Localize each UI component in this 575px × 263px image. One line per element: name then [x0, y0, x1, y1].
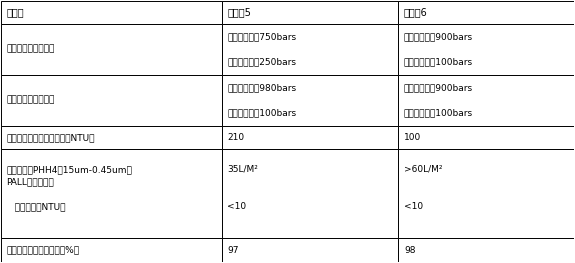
- Text: 一级阀压力：750bars

二级阀压力：250bars: 一级阀压力：750bars 二级阀压力：250bars: [227, 32, 296, 66]
- Bar: [398, 75, 574, 126]
- Bar: [398, 238, 574, 262]
- Bar: [221, 75, 398, 126]
- Text: 100: 100: [404, 133, 421, 142]
- Text: 一级阀压力：900bars

二级阀压力：100bars: 一级阀压力：900bars 二级阀压力：100bars: [404, 83, 473, 117]
- Bar: [1, 24, 221, 75]
- Bar: [221, 126, 398, 149]
- Bar: [221, 149, 398, 238]
- Text: 第二次细胞破碎压力: 第二次细胞破碎压力: [6, 96, 55, 105]
- Text: >60L/M²


<10: >60L/M² <10: [404, 165, 442, 211]
- Bar: [1, 126, 221, 149]
- Bar: [1, 238, 221, 262]
- Text: 一级阀压力：980bars

二级阀压力：100bars: 一级阀压力：980bars 二级阀压力：100bars: [227, 83, 296, 117]
- Text: 包涵体变性液过滤前浊度（NTU）: 包涵体变性液过滤前浊度（NTU）: [6, 133, 95, 142]
- Text: 98: 98: [404, 246, 416, 255]
- Text: 210: 210: [227, 133, 244, 142]
- Text: 35L/M²


<10: 35L/M² <10: [227, 165, 258, 211]
- Text: 97: 97: [227, 246, 239, 255]
- Bar: [398, 126, 574, 149]
- Bar: [221, 238, 398, 262]
- Text: 实验组: 实验组: [6, 7, 24, 17]
- Bar: [221, 24, 398, 75]
- Text: 深层滤器（PHH4，15um-0.45um，
PALL）过滤容量

   滤液浊度（NTU）: 深层滤器（PHH4，15um-0.45um， PALL）过滤容量 滤液浊度（NT…: [6, 165, 132, 211]
- Bar: [398, 24, 574, 75]
- Text: 第一次细胞破碎压力: 第一次细胞破碎压力: [6, 45, 55, 54]
- Text: 实验组6: 实验组6: [404, 7, 428, 17]
- Bar: [1, 75, 221, 126]
- Text: 一级阀压力：900bars

二级阀压力：100bars: 一级阀压力：900bars 二级阀压力：100bars: [404, 32, 473, 66]
- Bar: [398, 1, 574, 24]
- Bar: [1, 149, 221, 238]
- Bar: [398, 149, 574, 238]
- Text: 过滤后目标蛋白回收率（%）: 过滤后目标蛋白回收率（%）: [6, 246, 79, 255]
- Text: 实验组5: 实验组5: [227, 7, 251, 17]
- Bar: [1, 1, 221, 24]
- Bar: [221, 1, 398, 24]
